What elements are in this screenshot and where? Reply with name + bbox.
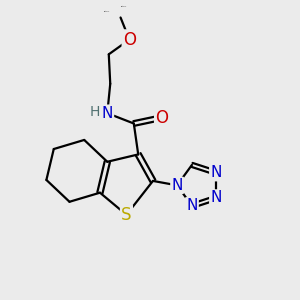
Text: N: N [210,190,222,206]
Text: N: N [186,198,198,213]
Text: N: N [171,178,183,193]
Text: H: H [90,105,100,119]
Text: methoxy: methoxy [121,6,127,7]
Text: S: S [121,206,132,224]
Text: methoxy: methoxy [104,11,110,12]
Text: N: N [210,165,222,180]
Text: N: N [102,106,113,121]
Text: O: O [123,31,136,49]
Text: O: O [155,109,168,127]
